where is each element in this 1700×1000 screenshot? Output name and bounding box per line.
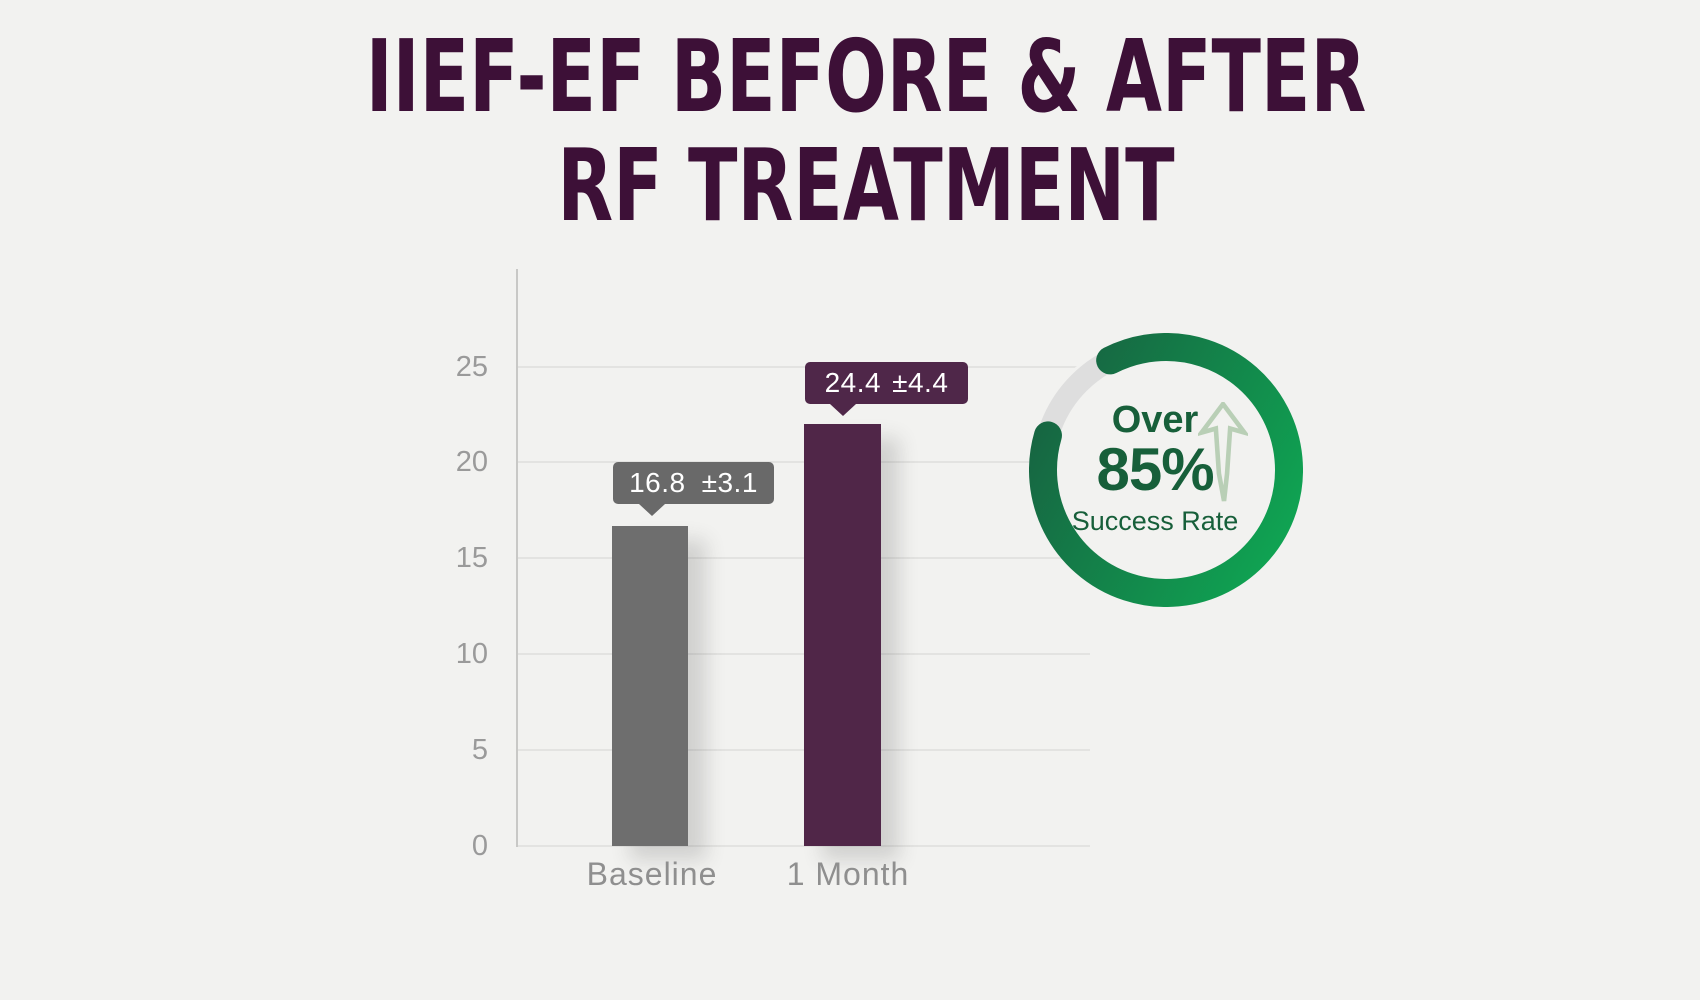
gauge-over-label: Over (1111, 399, 1199, 441)
y-axis-line (516, 269, 518, 847)
month-mean: 24.4 (824, 367, 882, 398)
y-tick-label-15: 15 (455, 542, 488, 575)
page-title-line2: RF TREATMENT (557, 127, 1175, 244)
baseline-sd: ±3.1 (701, 467, 758, 498)
value-tooltip-baseline: 16.8 ±3.1 (613, 462, 774, 516)
gauge-sub-label: Success Rate (1071, 506, 1239, 536)
y-tick-label-25: 25 (455, 350, 488, 383)
gridline-10 (517, 653, 1090, 656)
gridline-25 (517, 365, 1090, 368)
up-arrow-icon (1198, 402, 1248, 502)
success-rate-ring (1029, 333, 1303, 607)
x-axis-label-1-month: 1 Month (786, 856, 910, 892)
month-sd: ±4.4 (892, 367, 949, 398)
y-tick-label-20: 20 (455, 446, 488, 479)
gauge-text-block: Over 85% Success Rate (1065, 400, 1245, 538)
value-tooltip-1-month: 24.4 ±4.4 (805, 362, 968, 416)
bar-baseline (612, 525, 688, 846)
gauge-background-disc (1029, 333, 1303, 607)
gridline-15 (517, 557, 1090, 560)
bar-1-month (804, 424, 881, 846)
gridline-20 (517, 461, 1090, 464)
page-title-line1: IIEF-EF BEFORE & AFTER (365, 18, 1367, 135)
gridline-5 (517, 749, 1090, 752)
y-tick-label-10: 10 (455, 638, 488, 671)
gridline-0 (517, 845, 1090, 847)
gauge-progress-arc (1029, 333, 1303, 607)
baseline-mean: 16.8 (629, 467, 686, 498)
y-tick-label-5: 5 (471, 734, 488, 767)
y-tick-label-0: 0 (471, 830, 488, 862)
x-axis-label-baseline: Baseline (586, 856, 718, 892)
page-title: IIEF-EF BEFORE & AFTER RF TREATMENT (250, 22, 1483, 240)
gauge-value: 85% (1096, 436, 1214, 503)
